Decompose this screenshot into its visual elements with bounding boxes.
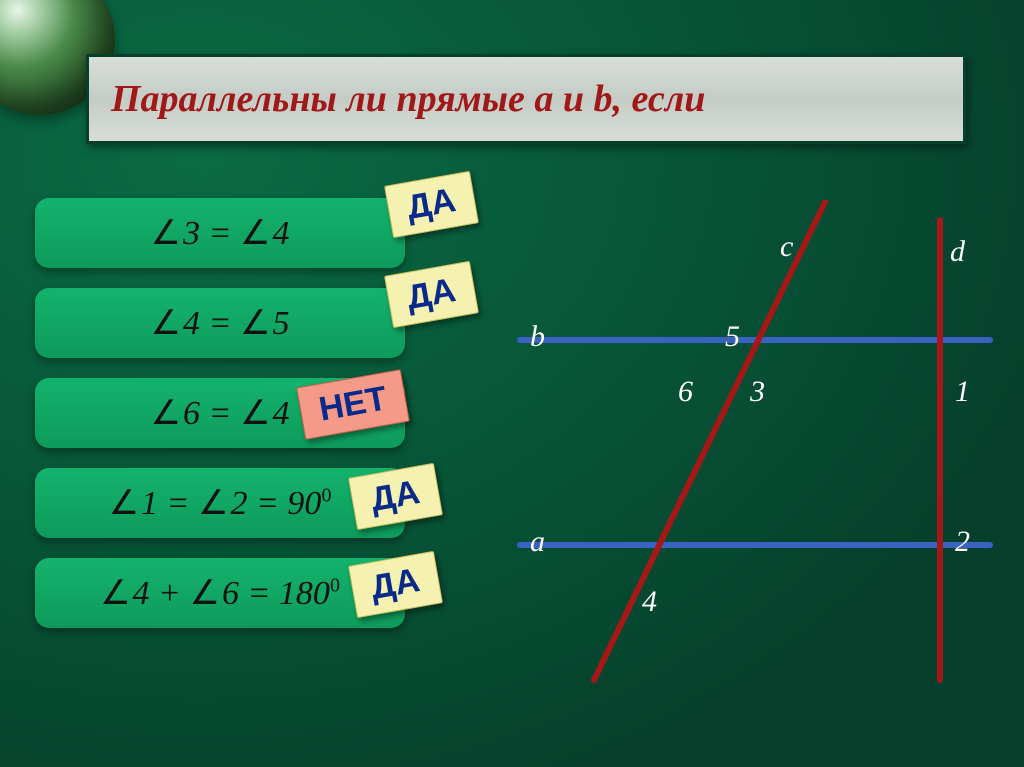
- diagram-label-3: 3: [750, 375, 765, 409]
- diagram-label-d: d: [950, 235, 965, 269]
- equation-2: ∠4 = ∠5: [151, 303, 290, 343]
- title-bar: Параллельны ли прямые a и b, если: [86, 54, 966, 144]
- slide-stage: Параллельны ли прямые a и b, если ∠3 = ∠…: [0, 0, 1024, 767]
- answer-pill-1: ∠3 = ∠4: [35, 198, 405, 268]
- diagram-label-c: c: [780, 230, 793, 264]
- badge-1: ДА: [384, 171, 479, 238]
- line-c: [594, 200, 826, 680]
- equation-5: ∠4 + ∠6 = 1800: [100, 573, 340, 613]
- diagram-svg: [510, 200, 1000, 720]
- diagram-label-b: b: [530, 320, 545, 354]
- equation-3: ∠6 = ∠4: [151, 393, 290, 433]
- badge-2: ДА: [384, 261, 479, 328]
- diagram-label-1: 1: [955, 375, 970, 409]
- diagram-label-6: 6: [678, 375, 693, 409]
- answer-pill-2: ∠4 = ∠5: [35, 288, 405, 358]
- diagram-label-2: 2: [955, 525, 970, 559]
- equation-4: ∠1 = ∠2 = 900: [109, 483, 332, 523]
- diagram-label-a: a: [530, 525, 545, 559]
- diagram-label-5: 5: [725, 320, 740, 354]
- diagram-label-4: 4: [642, 585, 657, 619]
- geometry-diagram: c d b 56 3 1 a 2 4: [510, 200, 1000, 720]
- equation-1: ∠3 = ∠4: [151, 213, 290, 253]
- title-text: Параллельны ли прямые a и b, если: [111, 77, 705, 121]
